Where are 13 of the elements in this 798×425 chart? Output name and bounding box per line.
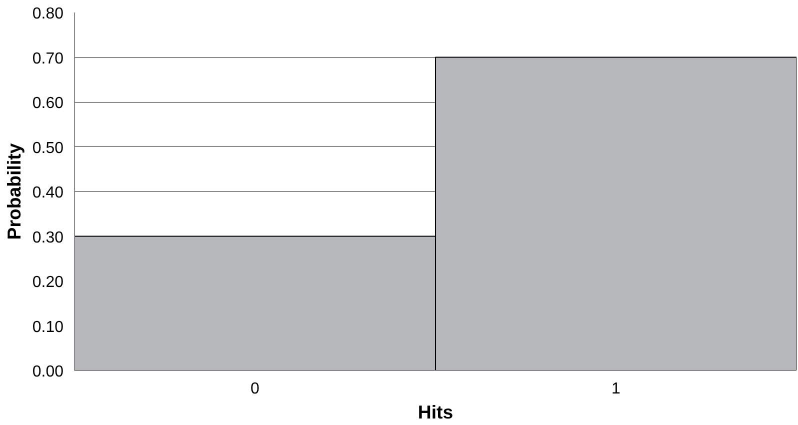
x-axis-title: Hits xyxy=(418,402,454,422)
y-axis-title: Probability xyxy=(3,142,24,240)
x-tick-label: 1 xyxy=(612,380,621,398)
y-tick-label: 0.60 xyxy=(32,95,64,112)
y-tick-label: 0.30 xyxy=(32,229,64,246)
y-tick-label: 0.00 xyxy=(32,364,64,380)
y-tick-label: 0.70 xyxy=(32,50,64,68)
x-tick-label: 0 xyxy=(250,380,260,398)
y-tick-label: 0.80 xyxy=(32,6,64,22)
y-tick-label: 0.10 xyxy=(32,318,64,336)
y-tick-label: 0.40 xyxy=(32,184,64,202)
y-tick-label: 0.20 xyxy=(32,274,64,291)
y-tick-label: 0.50 xyxy=(32,140,64,157)
